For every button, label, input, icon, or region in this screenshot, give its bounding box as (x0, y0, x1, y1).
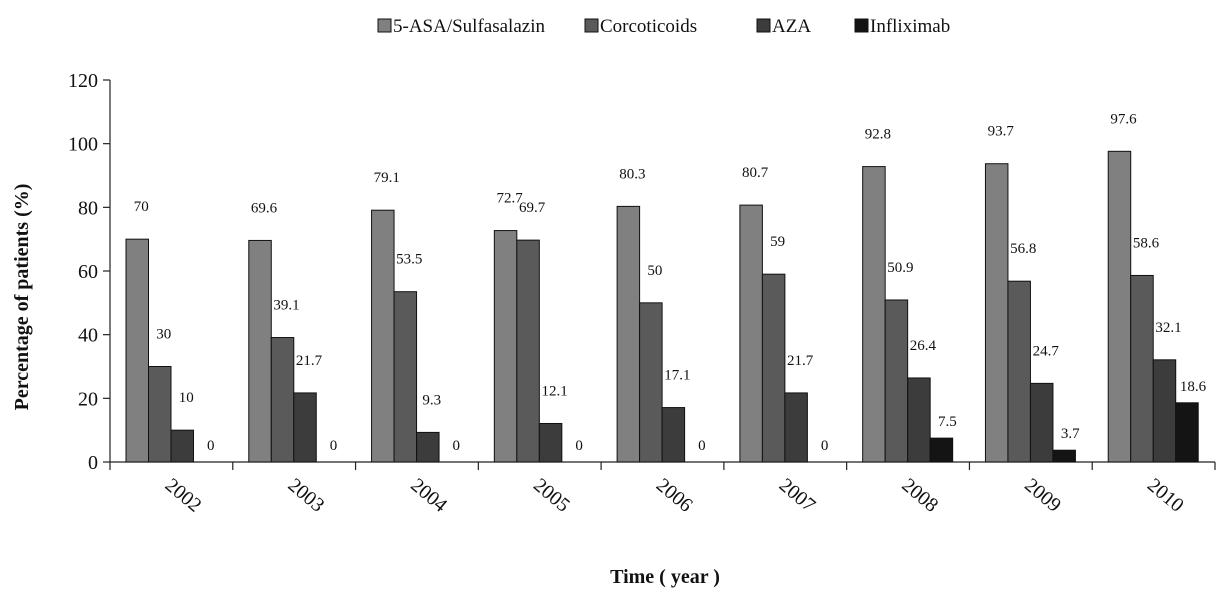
data-label: 0 (821, 438, 829, 454)
data-label: 0 (698, 438, 706, 454)
bar-5-asa-sulfasalazin-2010 (1107, 150, 1132, 463)
bar-aza-2009 (1029, 382, 1054, 463)
y-tick-label: 80 (78, 197, 98, 219)
data-label: 79.1 (374, 170, 400, 186)
data-label: 70 (134, 199, 149, 215)
data-label: 72.7 (496, 191, 523, 207)
data-label: 0 (207, 438, 215, 454)
bar-infliximab-2009 (1052, 449, 1076, 463)
x-tick-label: 2006 (652, 474, 697, 517)
bar-infliximab-2008 (929, 437, 954, 463)
x-tick-label: 2007 (775, 474, 820, 517)
y-tick-label: 20 (78, 388, 98, 410)
data-label: 7.5 (938, 414, 957, 430)
data-label: 92.8 (865, 127, 891, 143)
data-label: 53.5 (396, 252, 422, 268)
bar-corcoticoids-2007 (761, 273, 786, 463)
bar-corcoticoids-2006 (639, 302, 663, 463)
y-tick-label: 40 (78, 325, 98, 347)
data-label: 39.1 (273, 298, 299, 314)
x-tick-label: 2008 (898, 474, 943, 517)
y-tick-label: 60 (78, 261, 98, 283)
data-label: 9.3 (422, 392, 441, 408)
bar-aza-2004 (416, 431, 440, 463)
bar-5-asa-sulfasalazin-2008 (862, 166, 886, 463)
bar-corcoticoids-2005 (516, 239, 540, 463)
bar-aza-2008 (907, 377, 931, 463)
legend: 5-ASA/Sulfasalazin Corcoticoids AZA Inflixi… (377, 16, 950, 37)
data-label: 50 (647, 263, 662, 279)
data-label: 0 (575, 438, 583, 454)
data-label: 26.4 (910, 338, 937, 354)
bar-aza-2003 (293, 392, 317, 463)
data-label: 69.6 (251, 200, 278, 216)
data-label: 18.6 (1180, 379, 1207, 395)
bar-infliximab-2010 (1175, 402, 1199, 463)
bar-5-asa-sulfasalazin-2009 (984, 163, 1009, 463)
data-label: 69.7 (519, 200, 546, 216)
data-label: 0 (453, 438, 461, 454)
bar-corcoticoids-2003 (270, 337, 295, 463)
bars (125, 150, 1199, 463)
bar-5-asa-sulfasalazin-2006 (616, 205, 641, 463)
data-label: 56.8 (1010, 241, 1036, 257)
x-tick-label: 2004 (406, 474, 451, 517)
y-tick-label: 100 (68, 134, 98, 156)
data-label: 30 (156, 327, 171, 343)
bar-aza-2005 (538, 422, 563, 463)
data-label: 17.1 (664, 368, 690, 384)
bar-aza-2007 (784, 392, 808, 463)
x-tick-label: 2010 (1143, 474, 1188, 517)
bar-5-asa-sulfasalazin-2005 (493, 230, 518, 463)
data-labels: 70 69.6 79.1 72.7 80.3 80.7 92.8 93.7 97.6 30 39.1… (134, 111, 1207, 454)
data-label: 3.7 (1061, 426, 1080, 442)
y-tick-label: 0 (88, 452, 98, 474)
bar-5-asa-sulfasalazin-2002 (125, 238, 149, 463)
x-axis: 2002 2003 2004 2005 2006 2007 2008 2009 2010 (109, 461, 1216, 517)
bar-corcoticoids-2010 (1130, 274, 1154, 463)
data-label: 32.1 (1155, 320, 1181, 336)
data-label: 59 (770, 234, 785, 250)
bar-5-asa-sulfasalazin-2007 (739, 204, 763, 463)
data-label: 80.7 (742, 165, 769, 181)
legend-label: AZA (772, 16, 811, 37)
legend-swatch (377, 18, 392, 33)
y-tick-label: 120 (68, 70, 98, 92)
x-tick-label: 2003 (284, 474, 329, 517)
data-label: 50.9 (887, 260, 913, 276)
x-axis-title: Time ( year ) (610, 566, 720, 588)
data-label: 24.7 (1033, 343, 1060, 359)
data-label: 93.7 (988, 124, 1015, 140)
data-label: 21.7 (787, 353, 814, 369)
bar-aza-2010 (1152, 359, 1177, 463)
bar-aza-2006 (661, 407, 686, 463)
data-label: 12.1 (541, 383, 567, 399)
data-label: 21.7 (296, 353, 323, 369)
legend-label: Infliximab (870, 16, 950, 37)
x-tick-label: 2009 (1020, 474, 1065, 517)
legend-swatch (756, 18, 771, 33)
y-axis-title: Percentage of patients (%) (11, 184, 33, 411)
legend-label: Corcoticoids (600, 16, 697, 37)
legend-swatch (854, 18, 869, 33)
legend-swatch (584, 18, 599, 33)
data-label: 10 (179, 390, 194, 406)
data-label: 58.6 (1133, 235, 1160, 251)
legend-label: 5-ASA/Sulfasalazin (393, 16, 545, 37)
bar-aza-2002 (170, 429, 194, 463)
bar-corcoticoids-2009 (1007, 280, 1031, 463)
bar-5-asa-sulfasalazin-2004 (371, 209, 395, 463)
y-axis: 0 20 40 60 80 100 120 (68, 70, 111, 474)
data-label: 0 (330, 438, 338, 454)
bar-corcoticoids-2008 (884, 299, 909, 463)
x-tick-label: 2005 (529, 474, 574, 517)
bar-corcoticoids-2002 (148, 366, 172, 463)
bar-5-asa-sulfasalazin-2003 (248, 239, 272, 463)
x-tick-label: 2002 (161, 474, 206, 517)
data-label: 80.3 (619, 166, 645, 182)
data-label: 97.6 (1110, 111, 1137, 127)
bar-corcoticoids-2004 (393, 291, 418, 463)
